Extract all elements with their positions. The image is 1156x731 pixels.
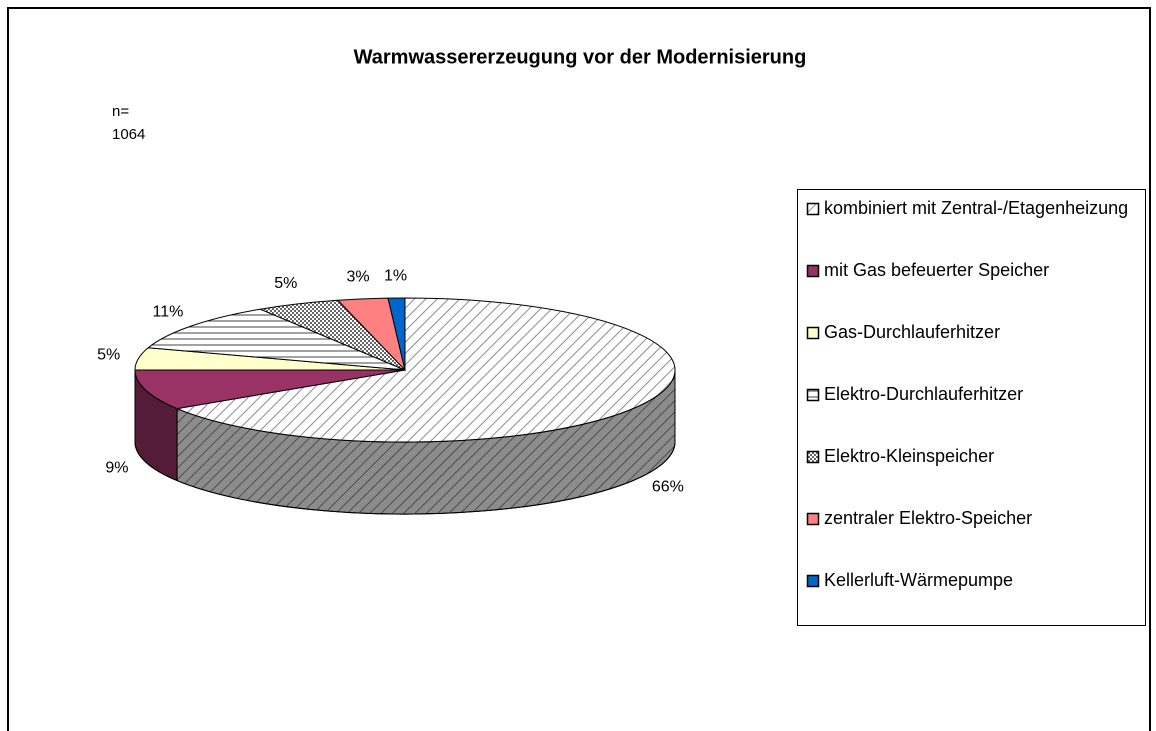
data-label: 5% [274, 275, 297, 292]
legend-label: Gas-Durchlauferhitzer [824, 322, 1001, 342]
legend-swatch [806, 388, 820, 402]
legend-label: Kellerluft-Wärmepumpe [824, 570, 1014, 590]
legend-item: mit Gas befeuerter Speicher [806, 256, 1139, 318]
chart-title: Warmwassererzeugung vor der Modernisieru… [354, 46, 807, 68]
data-label: 66% [652, 479, 684, 496]
legend-item: Elektro-Kleinspeicher [806, 442, 1139, 504]
legend-swatch-rect [806, 326, 820, 340]
legend-swatch-rect [806, 388, 820, 402]
legend-swatch-rect [806, 264, 820, 278]
legend-swatch-rect [806, 450, 820, 464]
frame [7, 7, 1151, 731]
legend-swatch [806, 202, 820, 216]
slice [134, 369, 406, 410]
legend-swatch-rect [806, 512, 820, 526]
annotation: n= [112, 103, 129, 120]
legend-label: Elektro-Kleinspeicher [824, 446, 995, 466]
data-label: 9% [105, 459, 128, 476]
data-label: 11% [153, 304, 184, 321]
legend-swatch [806, 450, 820, 464]
slice [387, 297, 406, 371]
legend-label: Elektro-Durchlauferhitzer [824, 384, 1024, 404]
legend-swatch [806, 512, 820, 526]
legend-item: Kellerluft-Wärmepumpe [806, 566, 1139, 628]
data-label: 1% [384, 267, 407, 284]
legend-item: Elektro-Durchlauferhitzer [806, 380, 1139, 442]
legend-label: kombiniert mit Zentral-/Etagenheizung [824, 198, 1129, 218]
legend-item: zentraler Elektro-Speicher [806, 504, 1139, 566]
legend-swatch [806, 574, 820, 588]
legend-item: Gas-Durchlauferhitzer [806, 318, 1139, 380]
slice [146, 308, 406, 371]
data-label: 3% [347, 268, 370, 285]
slice [175, 297, 676, 443]
data-label: 5% [97, 347, 120, 364]
legend-label: mit Gas befeuerter Speicher [824, 260, 1050, 280]
legend-item: kombiniert mit Zentral-/Etagenheizung [806, 194, 1139, 256]
legend-label: zentraler Elektro-Speicher [824, 508, 1033, 528]
legend-swatch [806, 264, 820, 278]
legend-swatch-rect [806, 574, 820, 588]
legend-swatch [806, 326, 820, 340]
legend-swatch-rect [806, 202, 820, 216]
legend: kombiniert mit Zentral-/Etagenheizung mit… [797, 189, 1146, 626]
annotation: 1064 [112, 126, 145, 143]
